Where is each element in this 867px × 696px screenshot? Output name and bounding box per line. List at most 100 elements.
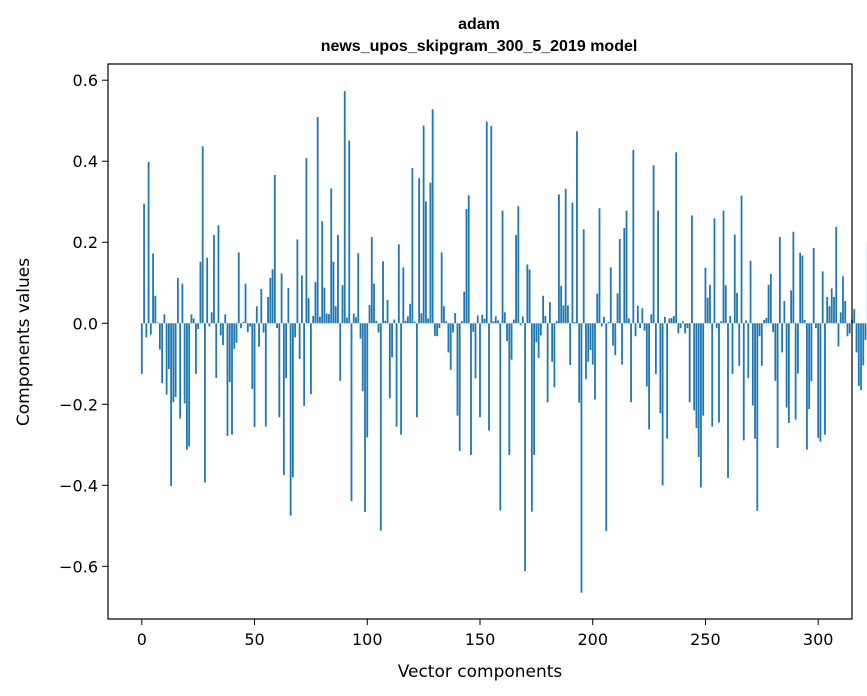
bar-30: [208, 323, 211, 327]
bar-110: [388, 323, 391, 399]
bar-313: [846, 323, 849, 337]
bar-238: [677, 323, 680, 334]
bar-78: [316, 117, 319, 324]
bar-112: [393, 319, 396, 324]
bar-27: [201, 146, 204, 324]
bar-150: [479, 323, 481, 418]
bar-31: [210, 312, 213, 324]
bar-270: [749, 260, 752, 324]
bar-68: [294, 323, 297, 338]
bar-148: [474, 323, 477, 379]
bar-139: [454, 313, 457, 324]
bar-143: [463, 291, 466, 324]
bar-210: [614, 323, 617, 356]
bar-23: [192, 318, 195, 324]
bar-172: [528, 269, 531, 324]
bar-46: [244, 283, 247, 324]
bar-201: [594, 323, 596, 400]
bar-59: [273, 175, 276, 324]
bar-316: [853, 309, 856, 324]
bar-72: [303, 323, 306, 406]
bar-305: [828, 306, 831, 324]
bar-207: [607, 322, 610, 324]
bar-33: [215, 323, 218, 378]
bar-262: [731, 323, 734, 374]
bar-263: [733, 234, 736, 324]
bar-242: [686, 323, 689, 329]
bar-127: [427, 318, 430, 324]
bar-50: [253, 323, 256, 427]
bar-292: [799, 252, 802, 324]
bar-196: [582, 229, 585, 324]
y-tick-label-3: 0.0: [73, 314, 98, 333]
bar-159: [499, 323, 502, 511]
bar-269: [747, 323, 750, 378]
bar-204: [600, 323, 603, 327]
bar-232: [663, 316, 666, 324]
bar-76: [312, 315, 315, 324]
bar-239: [679, 323, 682, 329]
bar-34: [217, 225, 220, 324]
bar-291: [796, 323, 799, 374]
bar-243: [688, 323, 691, 403]
y-tick-label-1: −0.4: [59, 476, 98, 495]
x-tick-label-50: 50: [244, 630, 264, 649]
bar-142: [461, 321, 463, 324]
bar-108: [384, 320, 387, 324]
bar-208: [609, 267, 612, 324]
bar-52: [258, 323, 260, 347]
bar-249: [702, 323, 705, 416]
x-tick-label-250: 250: [690, 630, 721, 649]
bar-193: [576, 131, 578, 324]
bar-284: [781, 323, 784, 353]
bar-36: [222, 323, 224, 346]
bar-303: [824, 323, 826, 435]
bar-319: [860, 323, 862, 391]
bar-308: [835, 226, 838, 324]
bar-137: [449, 323, 452, 370]
bar-248: [700, 323, 702, 488]
bar-169: [521, 316, 524, 324]
bar-147: [472, 323, 475, 332]
bar-109: [386, 300, 389, 324]
y-tick-label-0: −0.6: [59, 557, 98, 576]
bar-290: [794, 323, 797, 420]
bar-254: [713, 218, 716, 324]
bar-73: [305, 157, 308, 324]
bar-184: [555, 320, 558, 324]
bar-299: [815, 323, 817, 329]
bar-317: [855, 323, 858, 353]
bar-98: [361, 323, 364, 392]
bar-304: [826, 296, 829, 324]
bar-197: [585, 323, 587, 380]
bar-41: [233, 323, 236, 349]
bar-203: [598, 208, 601, 324]
bar-310: [839, 312, 842, 324]
bar-24: [195, 323, 197, 374]
bar-258: [722, 210, 725, 324]
bar-286: [785, 323, 788, 408]
bar-224: [645, 323, 648, 387]
bar-272: [754, 323, 756, 439]
bar-311: [842, 276, 844, 324]
bar-226: [650, 314, 653, 324]
bar-60: [276, 323, 278, 329]
bar-125: [422, 125, 425, 324]
y-tick-label-2: −0.2: [59, 395, 98, 414]
bar-163: [508, 323, 511, 455]
bar-187: [562, 305, 565, 324]
bar-228: [654, 323, 657, 374]
bar-64: [285, 323, 288, 378]
bar-138: [452, 323, 454, 333]
bar-86: [334, 306, 337, 324]
bar-119: [409, 303, 412, 324]
bar-255: [715, 323, 718, 329]
bar-170: [524, 323, 526, 572]
bar-271: [751, 323, 754, 406]
bar-135: [445, 321, 448, 324]
bar-321: [864, 323, 867, 340]
bar-145: [467, 195, 470, 324]
bar-289: [792, 231, 795, 324]
bar-257: [720, 321, 723, 324]
bar-128: [429, 182, 432, 324]
